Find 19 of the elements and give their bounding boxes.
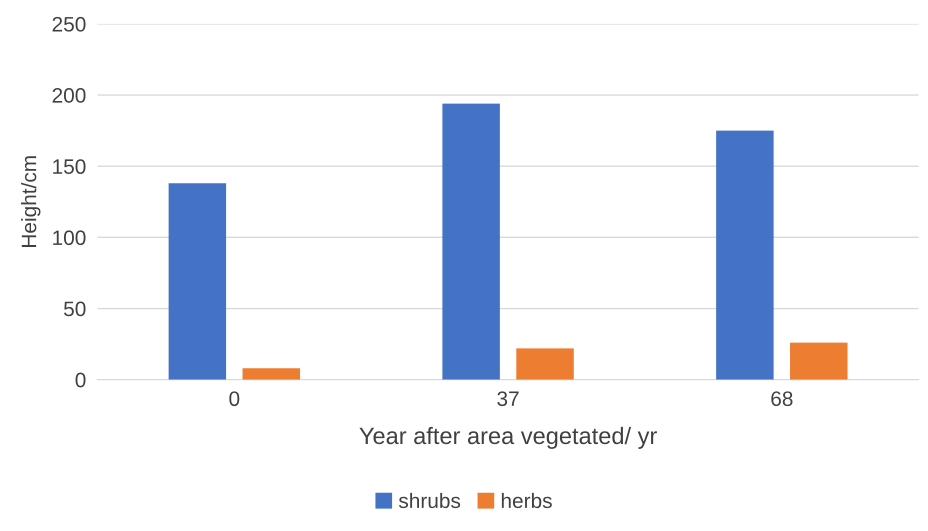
bar <box>716 130 774 380</box>
x-tick-label: 68 <box>771 391 793 406</box>
y-tick-label: 50 <box>64 302 86 316</box>
bar <box>516 348 574 380</box>
legend-label: shrubs <box>398 492 460 508</box>
legend-label: herbs <box>502 492 552 508</box>
x-axis-title: Year after area vegetated/ yr <box>359 426 657 449</box>
bar <box>790 342 848 380</box>
y-tick-label: 200 <box>52 88 86 103</box>
y-axis-title: Height/cm <box>21 156 40 247</box>
bar <box>168 183 226 380</box>
y-tick-label: 0 <box>76 372 86 388</box>
x-tick-label: 37 <box>497 391 519 406</box>
bar <box>442 104 500 380</box>
y-tick-label: 250 <box>52 16 86 32</box>
y-tick-label: 100 <box>53 230 86 246</box>
bar <box>242 368 300 380</box>
x-tick-label: 0 <box>229 391 240 406</box>
y-tick-label: 150 <box>53 159 86 174</box>
